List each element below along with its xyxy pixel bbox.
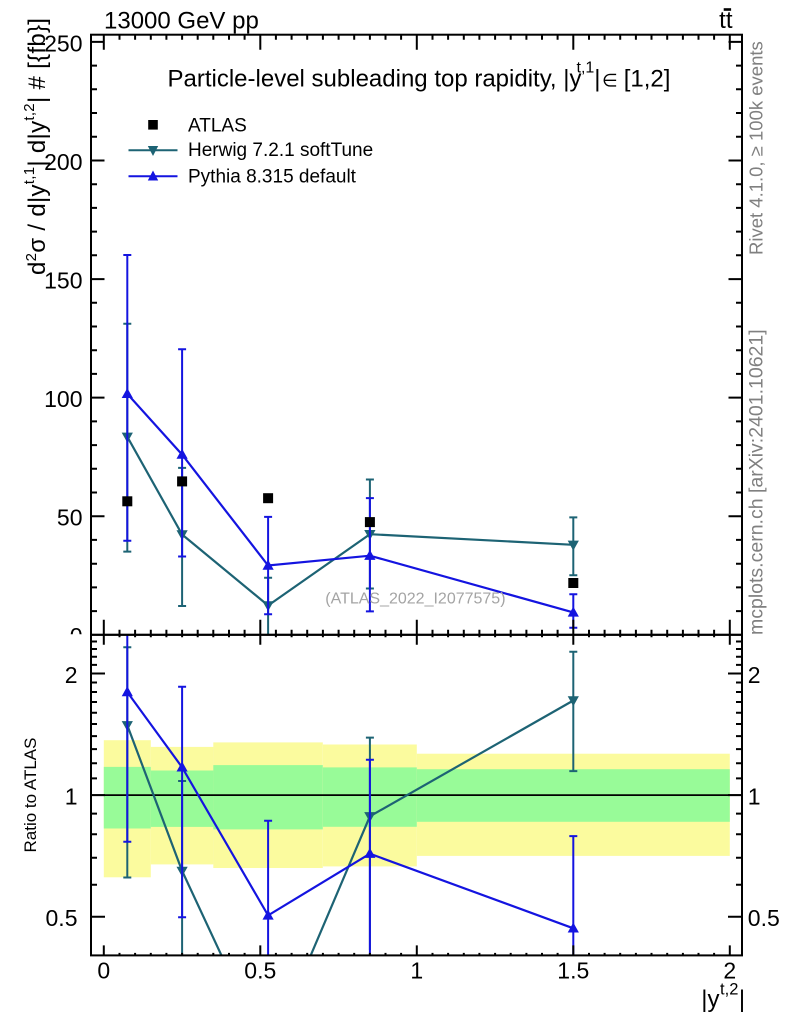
svg-text:1: 1 <box>410 958 423 984</box>
svg-text:2: 2 <box>723 958 736 984</box>
svg-text:100: 100 <box>44 386 82 412</box>
svg-text:Particle-level subleading top: Particle-level subleading top rapidity, … <box>168 60 671 93</box>
svg-text:2: 2 <box>748 662 761 688</box>
svg-text:Herwig 7.2.1 softTune: Herwig 7.2.1 softTune <box>188 140 373 161</box>
svg-text:1: 1 <box>65 784 78 810</box>
svg-text:250: 250 <box>44 30 82 56</box>
svg-text:0.5: 0.5 <box>748 905 780 931</box>
svg-text:0.5: 0.5 <box>46 905 78 931</box>
svg-text:Rivet 4.1.0, ≥ 100k events: Rivet 4.1.0, ≥ 100k events <box>746 41 767 255</box>
svg-text:mcplots.cern.ch [arXiv:2401.10: mcplots.cern.ch [arXiv:2401.10621] <box>746 329 768 635</box>
svg-text:200: 200 <box>44 149 82 175</box>
svg-text:ATLAS: ATLAS <box>188 116 247 137</box>
svg-text:150: 150 <box>44 268 82 294</box>
svg-text:Pythia 8.315 default: Pythia 8.315 default <box>188 167 357 188</box>
svg-text:tt: tt <box>719 7 733 34</box>
svg-text:1.5: 1.5 <box>557 958 589 984</box>
svg-text:50: 50 <box>57 505 83 531</box>
svg-text:d2σ / d|yt,1| d|yt,2| # [{fb}]: d2σ / d|yt,1| d|yt,2| # [{fb}] <box>21 18 51 275</box>
svg-text:1: 1 <box>748 784 761 810</box>
svg-text:0.5: 0.5 <box>244 958 276 984</box>
svg-text:13000 GeV pp: 13000 GeV pp <box>104 7 259 34</box>
svg-text:Ratio to ATLAS: Ratio to ATLAS <box>21 738 40 853</box>
svg-text:2: 2 <box>65 662 78 688</box>
svg-text:(ATLAS_2022_I2077575): (ATLAS_2022_I2077575) <box>325 591 505 608</box>
svg-text:0: 0 <box>70 623 83 649</box>
svg-text:0: 0 <box>97 958 110 984</box>
